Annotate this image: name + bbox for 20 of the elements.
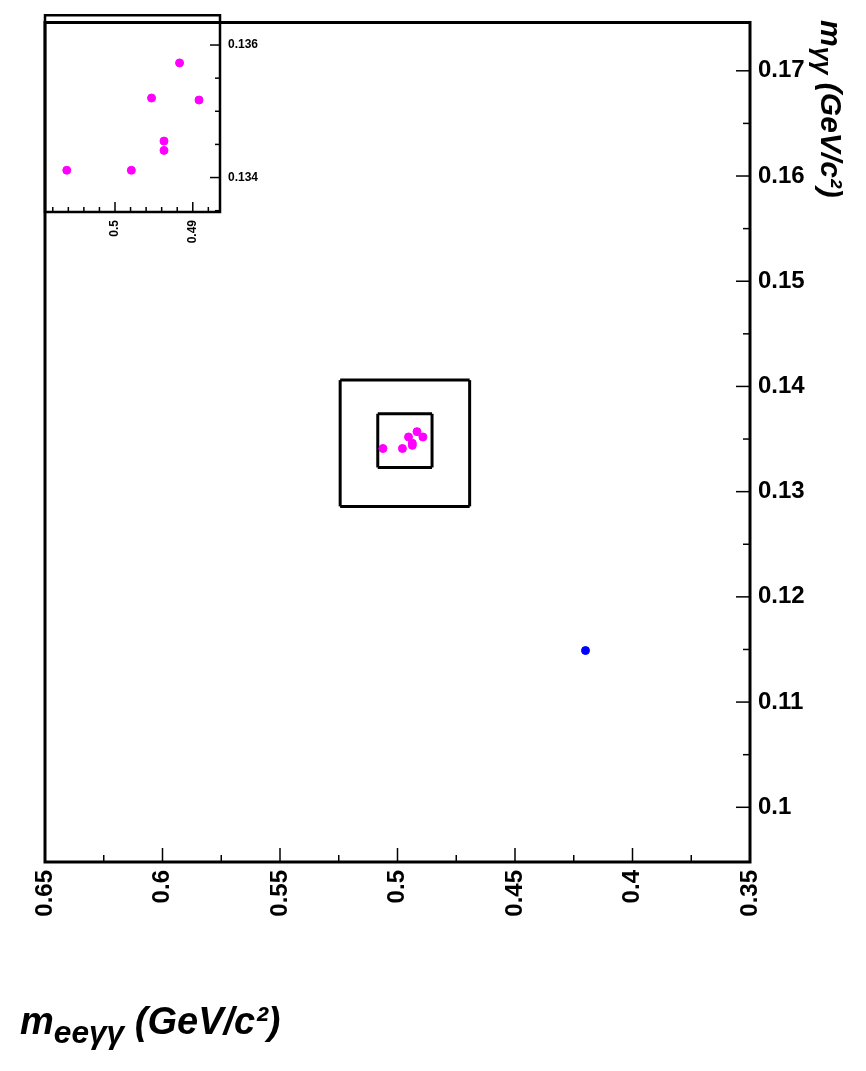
x-tick-label: 0.5 [382,870,410,904]
x-tick-label: 0.55 [264,870,292,917]
x-axis-title: m$_{eeγγ}$ (GeV/c²) [20,1000,281,1051]
y-tick-label: 0.1 [758,791,792,819]
y-tick-label: 0.15 [758,265,805,293]
y-tick-label: 0.134 [228,169,259,184]
y-tick-label: 0.14 [758,371,806,399]
y-tick-label: 0.13 [758,476,805,504]
x-tick-label: 0.65 [29,870,57,917]
x-tick-label: 0.45 [499,870,527,917]
y-tick-label: 0.136 [228,37,259,52]
x-tick-label: 0.35 [734,870,762,917]
x-tick-label: 0.5 [107,219,122,237]
x-tick-label: 0.6 [147,870,175,904]
y-tick-label: 0.16 [758,160,805,188]
y-tick-label: 0.17 [758,55,805,83]
x-tick-label: 0.4 [617,869,645,904]
y-tick-label: 0.11 [758,686,804,714]
y-tick-label: 0.12 [758,581,805,609]
x-tick-label: 0.49 [185,219,200,244]
